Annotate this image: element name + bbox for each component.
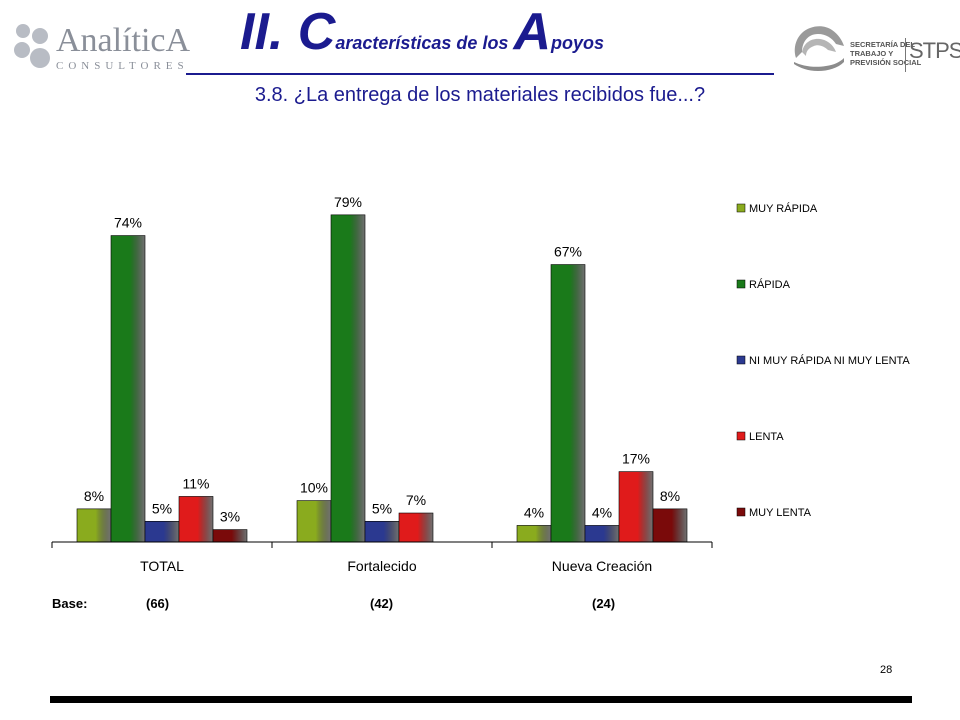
- logo-subtitle: CONSULTORES: [56, 60, 189, 72]
- x-axis: TOTAL Fortalecido Nueva Creación: [51, 541, 713, 574]
- logo-dot-icon: [30, 48, 50, 68]
- eagle-seal-icon: [794, 26, 844, 71]
- base-value: (24): [592, 596, 616, 611]
- legend: MUY RÁPIDA RÁPIDA NI MUY RÁPIDA NI MUY LEN…: [736, 202, 910, 519]
- bar: [296, 500, 332, 543]
- legend-swatch: [736, 279, 746, 289]
- data-label: 17%: [622, 451, 650, 467]
- category-label: Fortalecido: [347, 558, 416, 574]
- stps-acronym: STPS: [909, 38, 960, 63]
- data-label: 8%: [660, 488, 680, 504]
- legend-swatch: [736, 203, 746, 213]
- data-label: 8%: [84, 488, 104, 504]
- bar: [178, 496, 214, 543]
- category-label: TOTAL: [140, 558, 184, 574]
- legend-label: LENTA: [749, 431, 784, 443]
- data-label: 4%: [592, 504, 612, 520]
- title-part: II. C: [240, 3, 336, 61]
- logo-dot-icon: [32, 28, 48, 44]
- data-label: 3%: [220, 509, 240, 525]
- bar: [584, 525, 620, 543]
- bar: [364, 520, 400, 543]
- bar: [330, 214, 366, 543]
- data-label: 79%: [334, 194, 362, 210]
- base-label: Base:: [52, 596, 88, 611]
- data-label: 5%: [152, 500, 172, 516]
- base-value: (66): [146, 596, 170, 611]
- title-part: poyos: [551, 33, 605, 53]
- bar: [398, 512, 434, 543]
- logo-dot-icon: [14, 42, 30, 58]
- bar: [550, 264, 586, 543]
- stps-logo: SECRETARÍA DEL TRABAJO Y PREVISIÓN SOCIA…: [788, 10, 960, 80]
- ministry-name: SECRETARÍA DEL TRABAJO Y PREVISIÓN SOCIA…: [850, 40, 921, 67]
- logo-divider: [905, 38, 906, 72]
- data-label: 4%: [524, 504, 544, 520]
- bar: [144, 520, 180, 543]
- footer-divider: [50, 696, 912, 703]
- data-label: 67%: [554, 244, 582, 260]
- bars-group: [76, 214, 688, 543]
- legend-swatch: [736, 507, 746, 517]
- legend-swatch: [736, 431, 746, 441]
- category-label: Nueva Creación: [552, 558, 652, 574]
- legend-label: MUY LENTA: [749, 507, 812, 519]
- ministry-line: TRABAJO Y: [850, 49, 894, 58]
- bar: [76, 508, 112, 543]
- data-labels-group: 8% 74% 5% 11% 3% 10% 79% 5% 7% 4% 67% 4% 17% 8%: [84, 194, 680, 525]
- title-part: A: [513, 3, 552, 61]
- bar: [110, 235, 146, 543]
- data-label: 7%: [406, 492, 426, 508]
- ministry-line: SECRETARÍA DEL: [850, 40, 916, 49]
- logo-wordmark: AnalíticA: [56, 22, 191, 59]
- bar: [652, 508, 688, 543]
- data-label: 5%: [372, 500, 392, 516]
- slide-subtitle: 3.8. ¿La entrega de los materiales recib…: [254, 84, 706, 106]
- legend-label: NI MUY RÁPIDA NI MUY LENTA: [749, 354, 910, 367]
- slide-title: II. Características de los Apoyos: [240, 2, 800, 62]
- title-divider: [186, 73, 774, 75]
- data-label: 11%: [183, 475, 210, 491]
- legend-label: RÁPIDA: [749, 278, 791, 291]
- title-part: aracterísticas de los: [335, 33, 514, 53]
- bar: [618, 471, 654, 543]
- ministry-line: PREVISIÓN SOCIAL: [850, 58, 922, 67]
- bar: [212, 529, 248, 543]
- logo-dot-icon: [16, 24, 30, 38]
- data-label: 74%: [114, 215, 142, 231]
- legend-label: MUY RÁPIDA: [749, 202, 818, 215]
- base-value: (42): [370, 596, 394, 611]
- analitica-logo: AnalíticA CONSULTORES: [10, 14, 190, 80]
- data-label: 10%: [300, 480, 328, 496]
- legend-swatch: [736, 355, 746, 365]
- bar: [516, 525, 552, 543]
- page-number: 28: [880, 664, 893, 676]
